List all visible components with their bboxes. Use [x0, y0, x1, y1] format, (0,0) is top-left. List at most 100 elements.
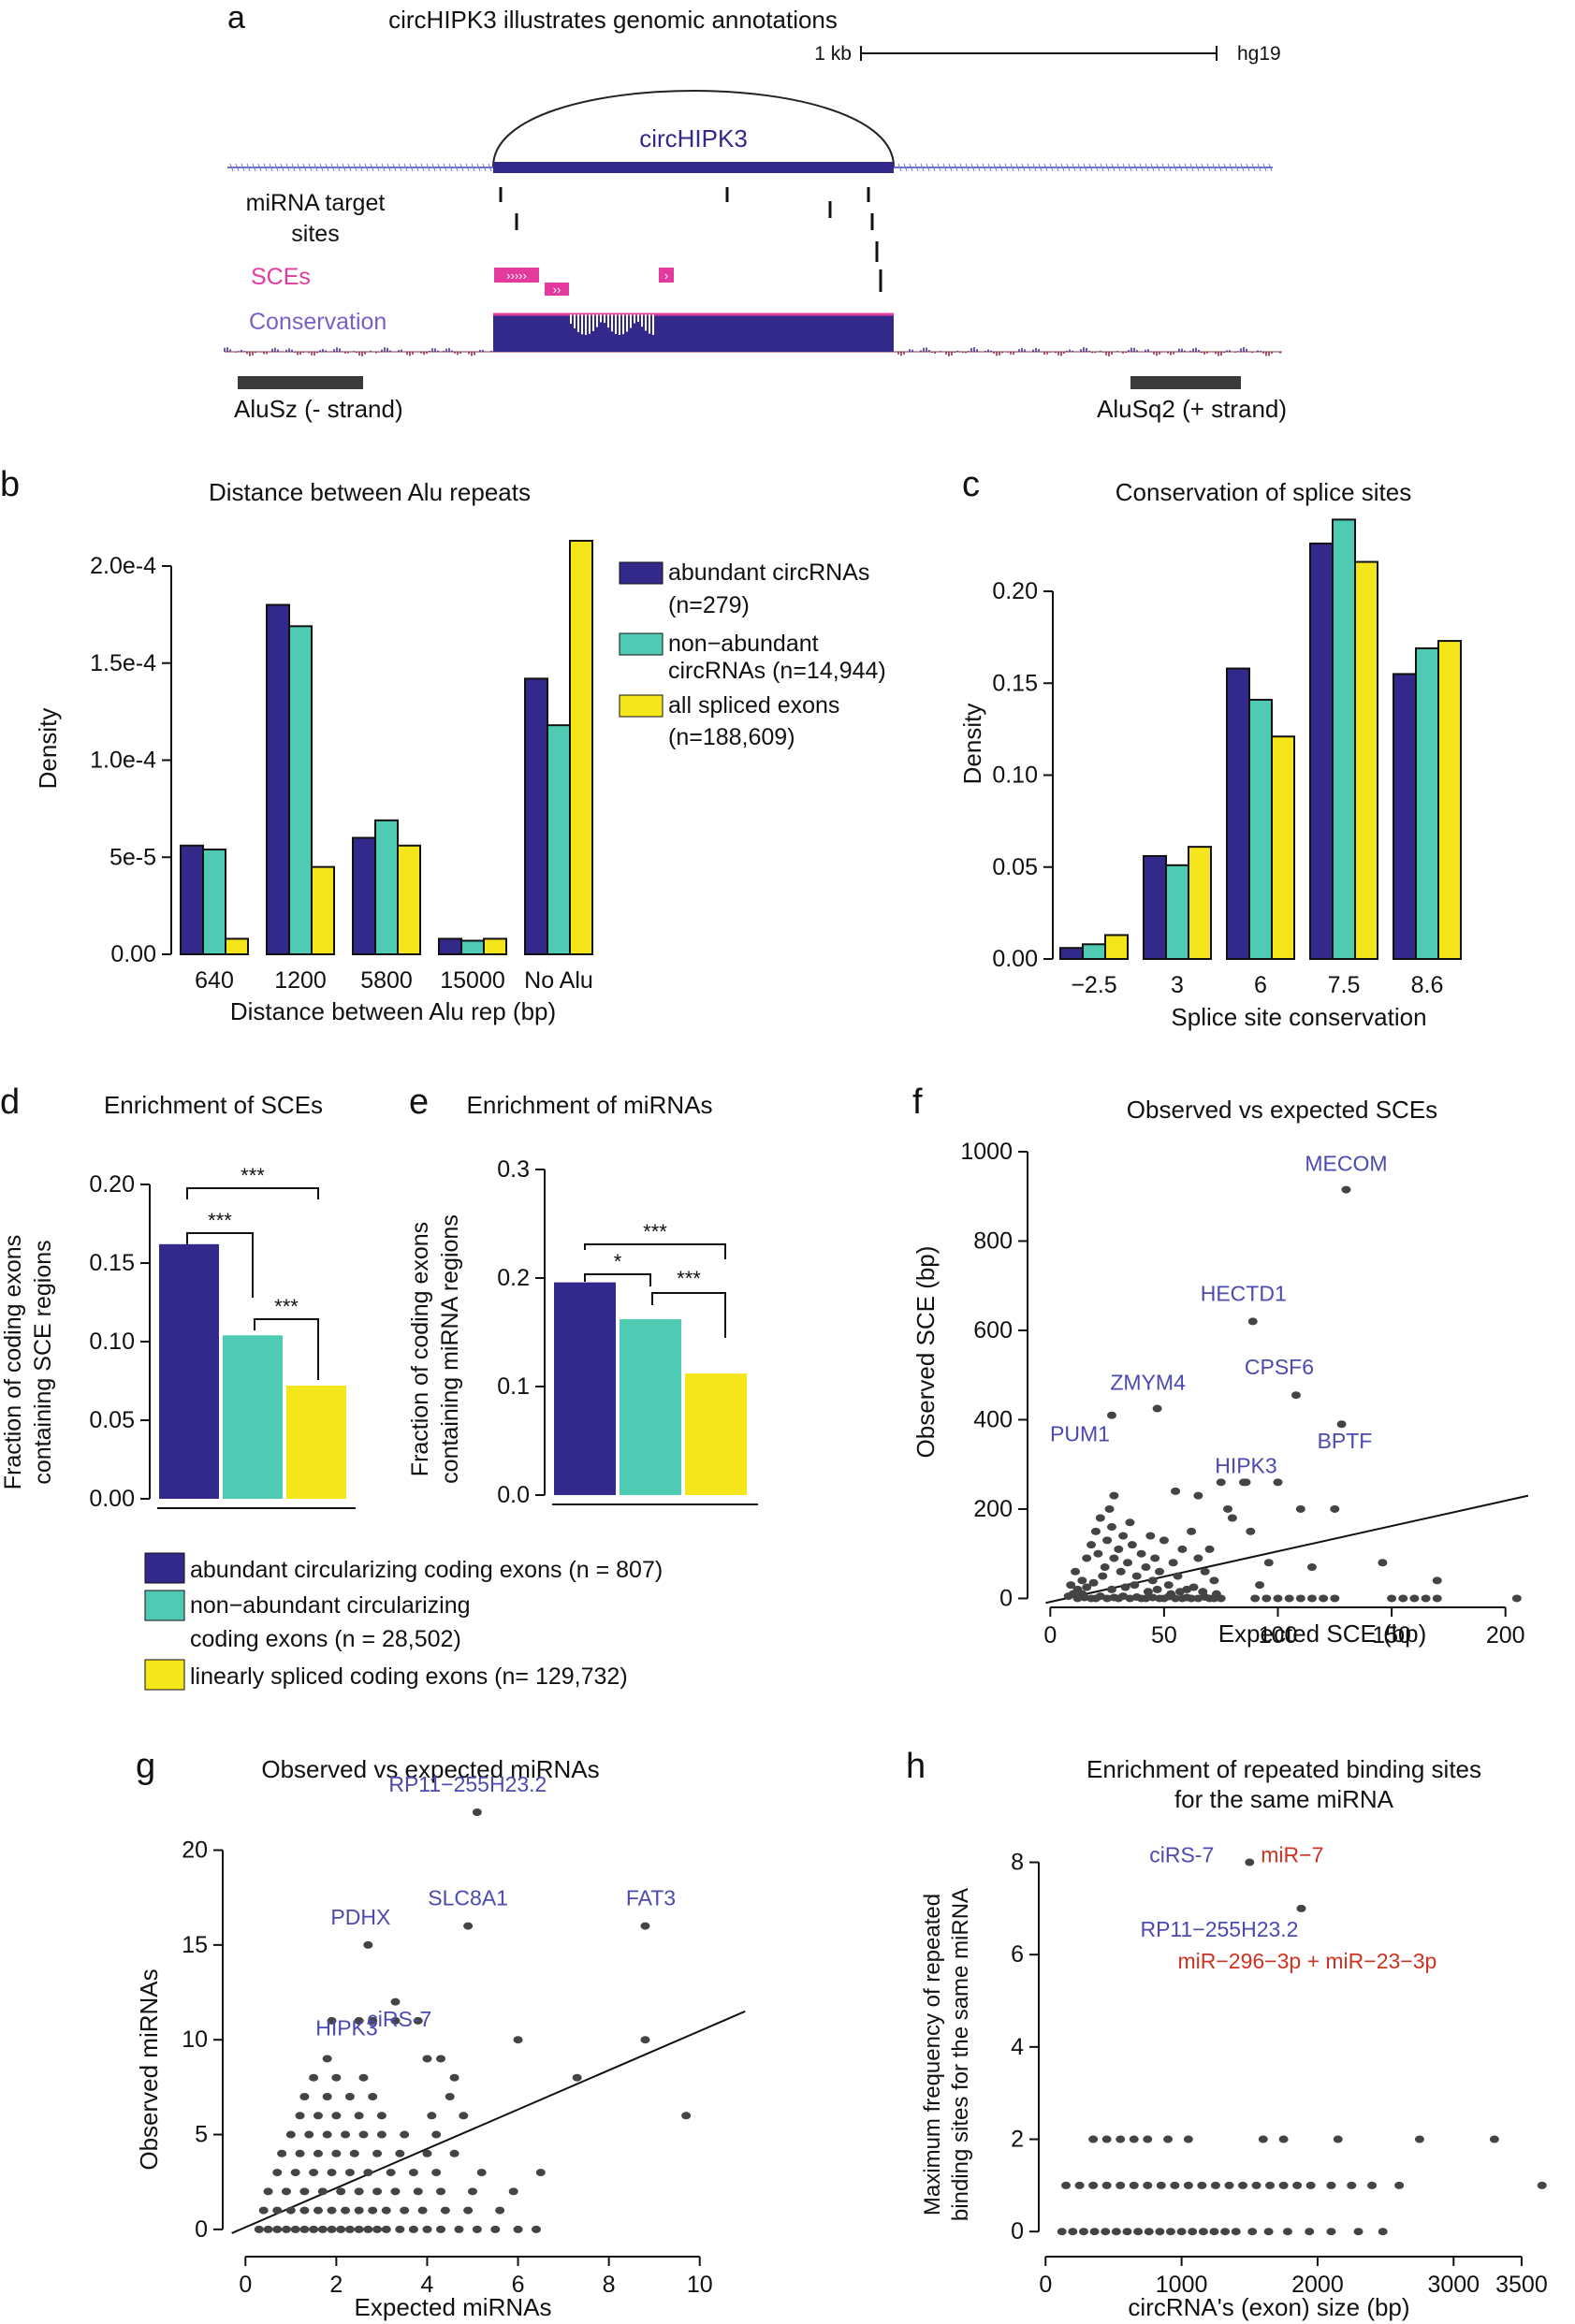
bar: [547, 724, 571, 956]
bar: [1226, 667, 1250, 961]
point-label: ciRS-7: [367, 2007, 431, 2031]
scatter-point: [376, 2112, 386, 2120]
scatter-point: [277, 2149, 287, 2157]
scatter-point: [299, 2187, 310, 2196]
scatter-point: [1326, 2228, 1336, 2236]
scatter-point: [368, 2016, 378, 2025]
y-tick-label: 0.15: [992, 670, 1038, 696]
labeled-point: [390, 1997, 401, 2006]
y-tick-label: 0.00: [992, 946, 1038, 972]
scatter-point: [1414, 2135, 1424, 2143]
scatter-point: [1198, 1588, 1208, 1596]
scatter-point: [390, 2016, 401, 2025]
y-tick-label: 8: [1011, 1850, 1024, 1876]
panel-e-letter: e: [409, 1082, 429, 1122]
intron-hatch: [454, 163, 459, 172]
scatter-point: [327, 2169, 337, 2177]
x-tick-label: 3: [1171, 972, 1184, 998]
bar: [288, 625, 313, 955]
scatter-point: [1398, 1594, 1408, 1603]
y-tick-label: 1000: [960, 1139, 1013, 1165]
scatter-point: [1319, 1594, 1329, 1603]
intron-hatch: [1184, 163, 1189, 172]
intron-hatch: [1055, 163, 1059, 172]
panel-c-xlabel: Splice site conservation: [1171, 1003, 1426, 1031]
intron-hatch: [1015, 163, 1020, 172]
point-label: PUM1: [1050, 1422, 1110, 1446]
scatter-point: [1216, 1478, 1226, 1487]
bar: [1354, 560, 1378, 960]
scatter-point: [395, 2225, 405, 2233]
bar: [569, 540, 593, 956]
intron-hatch: [942, 163, 947, 172]
x-tick-label: 8: [603, 2272, 616, 2298]
scatter-point: [431, 2130, 442, 2139]
labeled-point: [463, 1922, 474, 1930]
intron-hatch: [1262, 163, 1267, 172]
legend-item-3-line1: all spliced exons: [668, 692, 839, 719]
scatter-point: [1133, 2228, 1144, 2236]
scatter-point: [336, 2225, 346, 2233]
x-tick-label: 6: [512, 2272, 525, 2298]
scatter-point: [1155, 2228, 1165, 2236]
legend-swatch-nonabundant: [619, 632, 664, 656]
circ-label: circHIPK3: [639, 124, 748, 153]
significance-stars: *: [614, 1250, 622, 1273]
scatter-point: [1147, 1576, 1158, 1585]
significance-bracket: [254, 1318, 319, 1380]
scatter-point: [354, 2112, 364, 2120]
scatter-point: [422, 2225, 432, 2233]
diagonal-line: [231, 2010, 746, 2234]
scatter-point: [341, 2130, 351, 2139]
scatter-point: [417, 2206, 428, 2215]
scatter-point: [322, 2055, 332, 2063]
panel-h: h Enrichment of repeated binding sites f…: [906, 1747, 1548, 2321]
panel-f-chart: 0 200 400 600 800 1000 0 50 100 150 200 MECOM HECTD1…: [960, 1139, 1529, 1649]
scatter-point: [445, 2093, 455, 2100]
y-tick-label: 0.10: [89, 1329, 135, 1355]
scatter-point: [368, 2093, 378, 2100]
bar: [1165, 864, 1189, 960]
intron-hatch: [1094, 163, 1099, 172]
alu-right-block: [1130, 376, 1241, 389]
scatter-point: [1093, 1549, 1103, 1558]
intron-hatch: [959, 163, 964, 172]
panel-g-letter: g: [136, 1747, 155, 1786]
scatter-point: [1306, 1594, 1317, 1603]
panel-g-title: Observed vs expected miRNAs: [261, 1755, 599, 1783]
x-tick-label: −2.5: [1071, 972, 1116, 998]
bar: [685, 1373, 747, 1495]
intron-hatch: [1027, 163, 1031, 172]
legend-item-2-line1: non−abundant: [668, 631, 819, 657]
intron-hatch: [375, 163, 380, 172]
bar: [1271, 735, 1295, 960]
scatter-point: [436, 2187, 446, 2196]
panel-h-title-2: for the same miRNA: [1174, 1785, 1394, 1813]
legend-exons-item-2-line2: coding exons (n = 28,502): [190, 1626, 461, 1652]
scatter-point: [1183, 2181, 1193, 2189]
y-tick-label: 0.05: [89, 1407, 135, 1433]
labeled-point: [363, 1940, 373, 1949]
scatter-point: [1292, 2181, 1303, 2189]
labeled-point: [1245, 1858, 1255, 1866]
x-tick-label: 0: [1043, 1622, 1057, 1649]
scatter-point: [1150, 1554, 1160, 1562]
scatter-point: [1263, 1559, 1274, 1567]
significance-stars: ***: [677, 1267, 701, 1290]
scatter-point: [313, 2206, 323, 2215]
y-tick-label: 0.20: [992, 578, 1038, 604]
scatter-point: [1078, 2228, 1088, 2236]
significance-bracket: [584, 1243, 726, 1259]
panel-a: a circHIPK3 illustrates genomic annotati…: [224, 0, 1287, 423]
scatter-point: [1106, 1585, 1116, 1593]
intron-hatch: [1122, 163, 1127, 172]
legend-exons: abundant circularizing coding exons (n =…: [144, 1552, 663, 1691]
scatter-point: [1193, 1554, 1203, 1562]
legend-exons-item-2-line1: non−abundant circularizing: [190, 1592, 471, 1619]
scatter-point: [1066, 1581, 1076, 1590]
scatter-point: [1173, 1572, 1183, 1580]
scatter-point: [1220, 2228, 1231, 2236]
intron-hatch: [1206, 163, 1211, 172]
scatter-point: [1409, 1594, 1420, 1603]
intron-hatch: [415, 163, 419, 172]
